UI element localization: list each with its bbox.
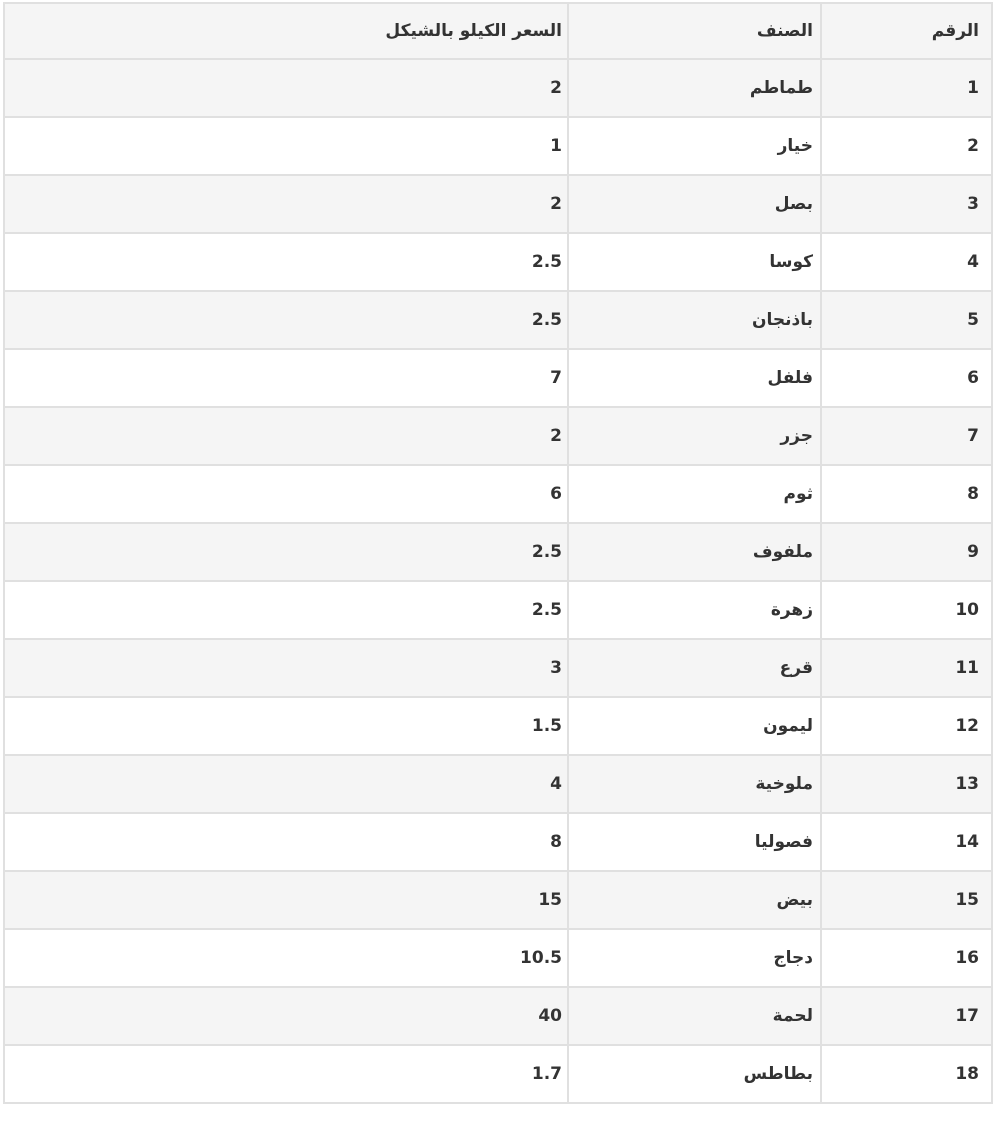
table-row: 6 فلفل 7 <box>3 348 993 408</box>
cell-price: 15 <box>3 870 569 930</box>
table-row: 11 قرع 3 <box>3 638 993 698</box>
price-table: الرقم الصنف السعر الكيلو بالشيكل 1 طماطم 2… <box>3 2 993 1104</box>
cell-item: ملفوف <box>567 522 822 582</box>
cell-number: 6 <box>820 348 993 408</box>
cell-number: 15 <box>820 870 993 930</box>
cell-price: 2.5 <box>3 232 569 292</box>
cell-number: 14 <box>820 812 993 872</box>
cell-price: 40 <box>3 986 569 1046</box>
cell-price: 2.5 <box>3 580 569 640</box>
header-cell-price: السعر الكيلو بالشيكل <box>3 2 569 60</box>
cell-number: 13 <box>820 754 993 814</box>
cell-number: 5 <box>820 290 993 350</box>
table-row: 15 بيض 15 <box>3 870 993 930</box>
cell-price: 6 <box>3 464 569 524</box>
table-container: الرقم الصنف السعر الكيلو بالشيكل 1 طماطم 2… <box>3 2 993 1104</box>
cell-number: 12 <box>820 696 993 756</box>
cell-price: 2 <box>3 58 569 118</box>
header-cell-item: الصنف <box>567 2 822 60</box>
cell-price: 3 <box>3 638 569 698</box>
table-row: 9 ملفوف 2.5 <box>3 522 993 582</box>
cell-item: لحمة <box>567 986 822 1046</box>
table-row: 18 بطاطس 1.7 <box>3 1044 993 1104</box>
cell-price: 2.5 <box>3 522 569 582</box>
table-row: 5 باذنجان 2.5 <box>3 290 993 350</box>
cell-item: بطاطس <box>567 1044 822 1104</box>
cell-price: 10.5 <box>3 928 569 988</box>
cell-item: طماطم <box>567 58 822 118</box>
cell-number: 2 <box>820 116 993 176</box>
cell-item: بيض <box>567 870 822 930</box>
cell-item: ملوخية <box>567 754 822 814</box>
table-row: 10 زهرة 2.5 <box>3 580 993 640</box>
table-row: 1 طماطم 2 <box>3 58 993 118</box>
cell-number: 3 <box>820 174 993 234</box>
cell-price: 2 <box>3 406 569 466</box>
cell-item: خيار <box>567 116 822 176</box>
cell-number: 11 <box>820 638 993 698</box>
cell-price: 2 <box>3 174 569 234</box>
cell-price: 4 <box>3 754 569 814</box>
cell-item: كوسا <box>567 232 822 292</box>
table-row: 7 جزر 2 <box>3 406 993 466</box>
table-row: 16 دجاج 10.5 <box>3 928 993 988</box>
cell-price: 1.5 <box>3 696 569 756</box>
cell-item: فصوليا <box>567 812 822 872</box>
table-body: 1 طماطم 2 2 خيار 1 3 بصل 2 4 كوسا 2.5 5 باذنجان 2.5 6 فل… <box>3 58 993 1104</box>
cell-price: 1.7 <box>3 1044 569 1104</box>
table-row: 14 فصوليا 8 <box>3 812 993 872</box>
table-row: 3 بصل 2 <box>3 174 993 234</box>
cell-number: 7 <box>820 406 993 466</box>
cell-number: 4 <box>820 232 993 292</box>
header-row: الرقم الصنف السعر الكيلو بالشيكل <box>3 2 993 60</box>
cell-number: 9 <box>820 522 993 582</box>
cell-item: دجاج <box>567 928 822 988</box>
cell-number: 1 <box>820 58 993 118</box>
cell-price: 2.5 <box>3 290 569 350</box>
cell-item: بصل <box>567 174 822 234</box>
cell-number: 8 <box>820 464 993 524</box>
table-row: 4 كوسا 2.5 <box>3 232 993 292</box>
table-row: 2 خيار 1 <box>3 116 993 176</box>
table-row: 13 ملوخية 4 <box>3 754 993 814</box>
cell-number: 18 <box>820 1044 993 1104</box>
table-header: الرقم الصنف السعر الكيلو بالشيكل <box>3 2 993 60</box>
cell-item: زهرة <box>567 580 822 640</box>
cell-item: قرع <box>567 638 822 698</box>
cell-item: ثوم <box>567 464 822 524</box>
cell-item: جزر <box>567 406 822 466</box>
cell-number: 10 <box>820 580 993 640</box>
cell-price: 1 <box>3 116 569 176</box>
table-row: 17 لحمة 40 <box>3 986 993 1046</box>
table-row: 12 ليمون 1.5 <box>3 696 993 756</box>
cell-number: 17 <box>820 986 993 1046</box>
cell-item: باذنجان <box>567 290 822 350</box>
cell-item: ليمون <box>567 696 822 756</box>
table-row: 8 ثوم 6 <box>3 464 993 524</box>
cell-price: 7 <box>3 348 569 408</box>
cell-item: فلفل <box>567 348 822 408</box>
cell-number: 16 <box>820 928 993 988</box>
header-cell-number: الرقم <box>820 2 993 60</box>
cell-price: 8 <box>3 812 569 872</box>
